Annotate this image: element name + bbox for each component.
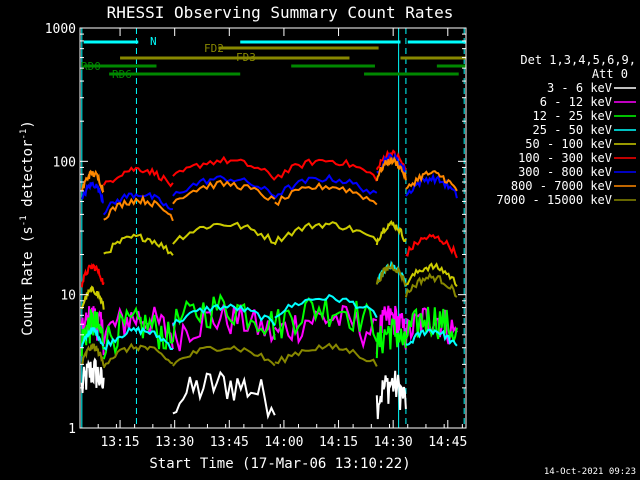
series-1-segment-3 [274, 304, 378, 350]
legend-label-0: 3 - 6 keV [547, 81, 612, 95]
series-2-segment-4 [375, 318, 407, 359]
series-6-segment-0 [81, 181, 104, 204]
x-tick-label-0: 13:15 [100, 435, 139, 450]
x-tick-label-6: 14:45 [428, 435, 467, 450]
y-axis-label-sup1: -1 [19, 215, 29, 226]
series-6-segment-3 [274, 173, 378, 199]
y-axis-label-end: ) [20, 120, 36, 128]
series-8-segment-0 [80, 343, 105, 367]
x-tick-label-5: 14:30 [374, 435, 413, 450]
legend-label-4: 50 - 100 keV [525, 137, 612, 151]
flag-label-n: N [150, 35, 157, 48]
plot-area: N FD2 FD3 RD0 RD6 [80, 28, 466, 428]
series-8-segment-4 [375, 261, 407, 288]
series-4-segment-1 [103, 233, 174, 256]
y-axis-label-mid: detector [20, 140, 36, 216]
legend-title-attenuator: Att 0 [592, 67, 628, 81]
series-2-segment-5 [404, 306, 458, 343]
flag-label-rd0: RD0 [81, 60, 101, 73]
legend-label-6: 300 - 800 keV [518, 165, 612, 179]
series-4-segment-4 [375, 220, 407, 246]
series-5-segment-0 [80, 262, 105, 288]
y-axis-label-main: Count Rate (s [20, 226, 36, 336]
legend-label-2: 12 - 25 keV [533, 109, 612, 123]
y-tick-label-0: 1000 [45, 22, 76, 37]
series-3-segment-5 [405, 328, 458, 347]
series-3-segment-2 [172, 303, 276, 327]
y-axis-label: Count Rate (s-1 detector-1) [19, 120, 36, 336]
series-4-segment-3 [273, 221, 378, 246]
series-2-segment-1 [102, 306, 174, 360]
legend-title-detectors: Det 1,3,4,5,6,9, [520, 53, 636, 67]
series-7-segment-1 [103, 194, 174, 222]
series-0-segment-2 [172, 370, 276, 420]
y-tick-label-3: 1 [68, 422, 76, 437]
x-axis-label: Start Time (17-Mar-06 13:10:22) [149, 456, 410, 472]
flag-label-rd6: RD6 [112, 68, 132, 81]
series-6-segment-1 [102, 191, 173, 216]
series-2-segment-2 [171, 292, 276, 343]
x-tick-label-4: 14:15 [319, 435, 358, 450]
series-8-segment-2 [172, 345, 276, 367]
series-3-segment-0 [80, 326, 105, 349]
series-8-segment-5 [404, 272, 458, 298]
series-7-segment-3 [274, 182, 378, 207]
legend-label-5: 100 - 300 keV [518, 151, 612, 165]
series-0-segment-0 [80, 357, 105, 394]
x-tick-label-3: 14:00 [264, 435, 303, 450]
series-1-segment-1 [102, 306, 174, 350]
x-tick-label-2: 13:45 [210, 435, 249, 450]
flag-label-fd3: FD3 [236, 51, 256, 64]
series-4-segment-5 [405, 262, 458, 287]
legend-label-1: 6 - 12 keV [540, 95, 612, 109]
series-5-segment-1 [102, 166, 174, 188]
flag-label-fd2: FD2 [204, 42, 224, 55]
y-axis-label-sup2: -1 [19, 129, 29, 140]
series-8-segment-1 [102, 342, 174, 369]
series-5-segment-2 [172, 155, 276, 181]
series-7-segment-2 [172, 179, 276, 205]
y-axis: 1000 100 10 1 [45, 22, 466, 437]
legend-label-3: 25 - 50 keV [533, 123, 612, 137]
x-axis: 13:15 13:30 13:45 14:00 14:15 14:30 14:45 [79, 28, 467, 450]
series-7-segment-5 [405, 170, 458, 192]
series-3-segment-3 [274, 293, 378, 319]
footer-timestamp: 14-Oct-2021 09:23 [544, 467, 636, 477]
series-5-segment-5 [405, 233, 458, 259]
series-6-segment-2 [172, 175, 276, 198]
plot-frame [79, 27, 467, 429]
series-8-segment-3 [274, 342, 378, 367]
y-tick-label-2: 10 [60, 289, 76, 304]
legend-label-7: 800 - 7000 keV [511, 179, 612, 193]
chart-title: RHESSI Observing Summary Count Rates [107, 3, 454, 22]
series-4-segment-2 [172, 221, 276, 245]
series-7-segment-0 [80, 169, 105, 194]
y-tick-label-1: 100 [53, 155, 76, 170]
series-0-segment-4 [375, 370, 407, 420]
series-3-segment-1 [103, 325, 173, 351]
svg-text:Count Rate (s-1 detector-1): Count Rate (s-1 detector-1) [19, 120, 36, 336]
series-5-segment-3 [274, 158, 378, 182]
legend-label-8: 7000 - 15000 keV [496, 193, 612, 207]
x-tick-label-1: 13:30 [155, 435, 194, 450]
series-4-segment-0 [80, 285, 105, 310]
series-7-segment-4 [375, 156, 407, 182]
